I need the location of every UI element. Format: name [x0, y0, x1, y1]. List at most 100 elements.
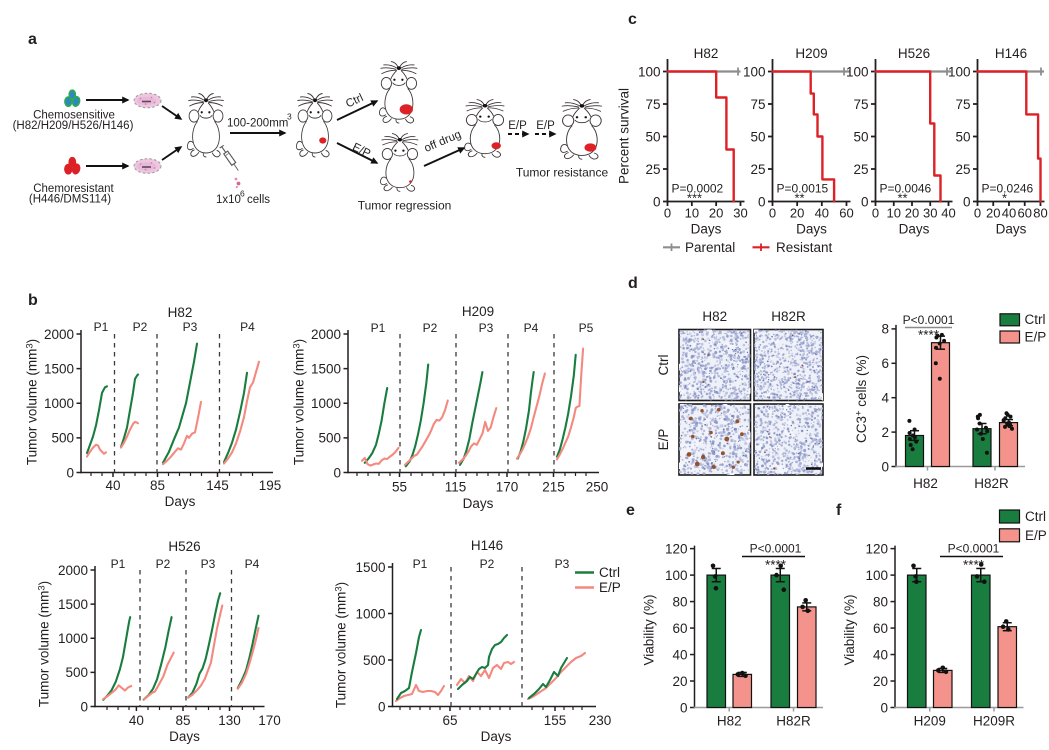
- svg-text:25: 25: [955, 162, 970, 177]
- svg-text:P4: P4: [245, 557, 260, 571]
- svg-text:2000: 2000: [311, 327, 341, 342]
- svg-text:1000: 1000: [58, 631, 88, 646]
- svg-text:2: 2: [881, 425, 889, 440]
- svg-text:H209: H209: [914, 714, 946, 729]
- svg-text:Tumor volume (mm3): Tumor volume (mm3): [334, 582, 349, 708]
- svg-text:H82: H82: [913, 476, 938, 491]
- svg-text:80: 80: [672, 594, 687, 609]
- svg-text:H82R: H82R: [776, 714, 811, 729]
- svg-text:**: **: [794, 191, 804, 206]
- svg-text:Days: Days: [463, 496, 494, 511]
- svg-text:20: 20: [873, 674, 888, 689]
- svg-text:Resistant: Resistant: [776, 240, 833, 255]
- svg-text:Viability (%): Viability (%): [642, 594, 657, 665]
- svg-text:Days: Days: [996, 222, 1027, 237]
- svg-text:50: 50: [750, 129, 765, 144]
- svg-text:20: 20: [790, 206, 804, 221]
- svg-text:500: 500: [318, 431, 341, 446]
- svg-text:215: 215: [542, 480, 565, 495]
- svg-text:0: 0: [653, 194, 661, 209]
- svg-text:60: 60: [672, 621, 687, 636]
- svg-text:115: 115: [445, 480, 467, 495]
- svg-text:195: 195: [259, 478, 282, 493]
- svg-text:H82R: H82R: [974, 476, 1009, 491]
- svg-text:E/P: E/P: [508, 120, 527, 132]
- svg-text:Days: Days: [169, 729, 200, 744]
- svg-text:****: ****: [765, 558, 787, 573]
- svg-text:8: 8: [881, 322, 889, 337]
- svg-text:145: 145: [206, 478, 229, 493]
- svg-text:0: 0: [881, 459, 889, 474]
- svg-text:65: 65: [442, 713, 457, 728]
- svg-text:Percent survival: Percent survival: [617, 88, 632, 184]
- svg-text:100: 100: [743, 64, 766, 79]
- svg-text:50: 50: [853, 129, 868, 144]
- svg-text:60: 60: [839, 206, 853, 221]
- svg-text:P4: P4: [524, 321, 539, 335]
- svg-text:a: a: [28, 31, 37, 48]
- svg-text:40: 40: [941, 206, 955, 221]
- svg-text:55: 55: [392, 480, 407, 495]
- svg-text:Tumor resistance: Tumor resistance: [516, 166, 609, 180]
- svg-text:Ctrl: Ctrl: [1025, 312, 1046, 327]
- svg-text:100: 100: [665, 568, 688, 583]
- svg-text:40: 40: [672, 647, 687, 662]
- svg-text:P3: P3: [479, 321, 494, 335]
- svg-text:Days: Days: [899, 222, 930, 237]
- svg-text:P1: P1: [94, 320, 109, 334]
- svg-text:20: 20: [986, 206, 1000, 221]
- svg-text:Ctrl: Ctrl: [599, 565, 620, 580]
- svg-text:0: 0: [66, 465, 74, 480]
- svg-text:0: 0: [378, 699, 386, 714]
- svg-text:230: 230: [589, 713, 612, 728]
- svg-text:P=0.0015: P=0.0015: [777, 182, 829, 196]
- svg-text:Days: Days: [481, 729, 512, 744]
- svg-text:75: 75: [645, 97, 660, 112]
- svg-text:H82: H82: [168, 305, 193, 320]
- svg-text:2000: 2000: [44, 327, 74, 342]
- svg-text:Chemoresistant: Chemoresistant: [33, 183, 114, 195]
- svg-text:P2: P2: [156, 557, 171, 571]
- svg-text:25: 25: [645, 162, 660, 177]
- svg-text:0: 0: [880, 700, 888, 715]
- svg-text:1500: 1500: [58, 597, 88, 612]
- svg-text:H146: H146: [471, 538, 503, 553]
- svg-text:E/P: E/P: [599, 580, 621, 595]
- svg-text:1500: 1500: [311, 361, 341, 376]
- svg-text:*: *: [1002, 191, 1007, 206]
- svg-text:Ctrl: Ctrl: [656, 355, 671, 376]
- svg-text:0: 0: [769, 206, 776, 221]
- svg-text:(H446/DMS114): (H446/DMS114): [29, 193, 111, 205]
- svg-text:P<0.0001: P<0.0001: [750, 542, 802, 556]
- svg-text:60: 60: [1017, 206, 1031, 221]
- svg-text:P1: P1: [371, 321, 386, 335]
- svg-text:E/P: E/P: [656, 429, 671, 451]
- svg-text:75: 75: [853, 97, 868, 112]
- svg-text:1000: 1000: [311, 396, 341, 411]
- svg-text:E/P: E/P: [1025, 528, 1047, 543]
- svg-text:120: 120: [665, 541, 688, 556]
- svg-text:0: 0: [680, 700, 688, 715]
- svg-text:e: e: [626, 502, 635, 519]
- svg-text:0: 0: [861, 194, 869, 209]
- svg-text:P3: P3: [201, 557, 216, 571]
- svg-text:H209: H209: [462, 304, 494, 319]
- svg-text:4: 4: [881, 391, 889, 406]
- svg-text:Ctrl: Ctrl: [1025, 509, 1046, 524]
- svg-text:Parental: Parental: [685, 240, 735, 255]
- svg-text:H526: H526: [898, 46, 930, 61]
- svg-text:85: 85: [175, 713, 190, 728]
- svg-text:H82: H82: [702, 309, 727, 324]
- svg-text:f: f: [836, 502, 842, 519]
- svg-text:H209: H209: [795, 46, 827, 61]
- svg-text:P4: P4: [240, 320, 255, 334]
- svg-text:40: 40: [105, 478, 120, 493]
- svg-text:2000: 2000: [58, 563, 88, 578]
- svg-text:50: 50: [955, 129, 970, 144]
- svg-text:Viability (%): Viability (%): [842, 594, 857, 665]
- svg-text:20: 20: [905, 206, 919, 221]
- svg-text:b: b: [28, 292, 38, 309]
- svg-text:500: 500: [51, 431, 74, 446]
- svg-text:CC3+ cells (%): CC3+ cells (%): [854, 355, 870, 443]
- svg-text:6: 6: [240, 189, 245, 199]
